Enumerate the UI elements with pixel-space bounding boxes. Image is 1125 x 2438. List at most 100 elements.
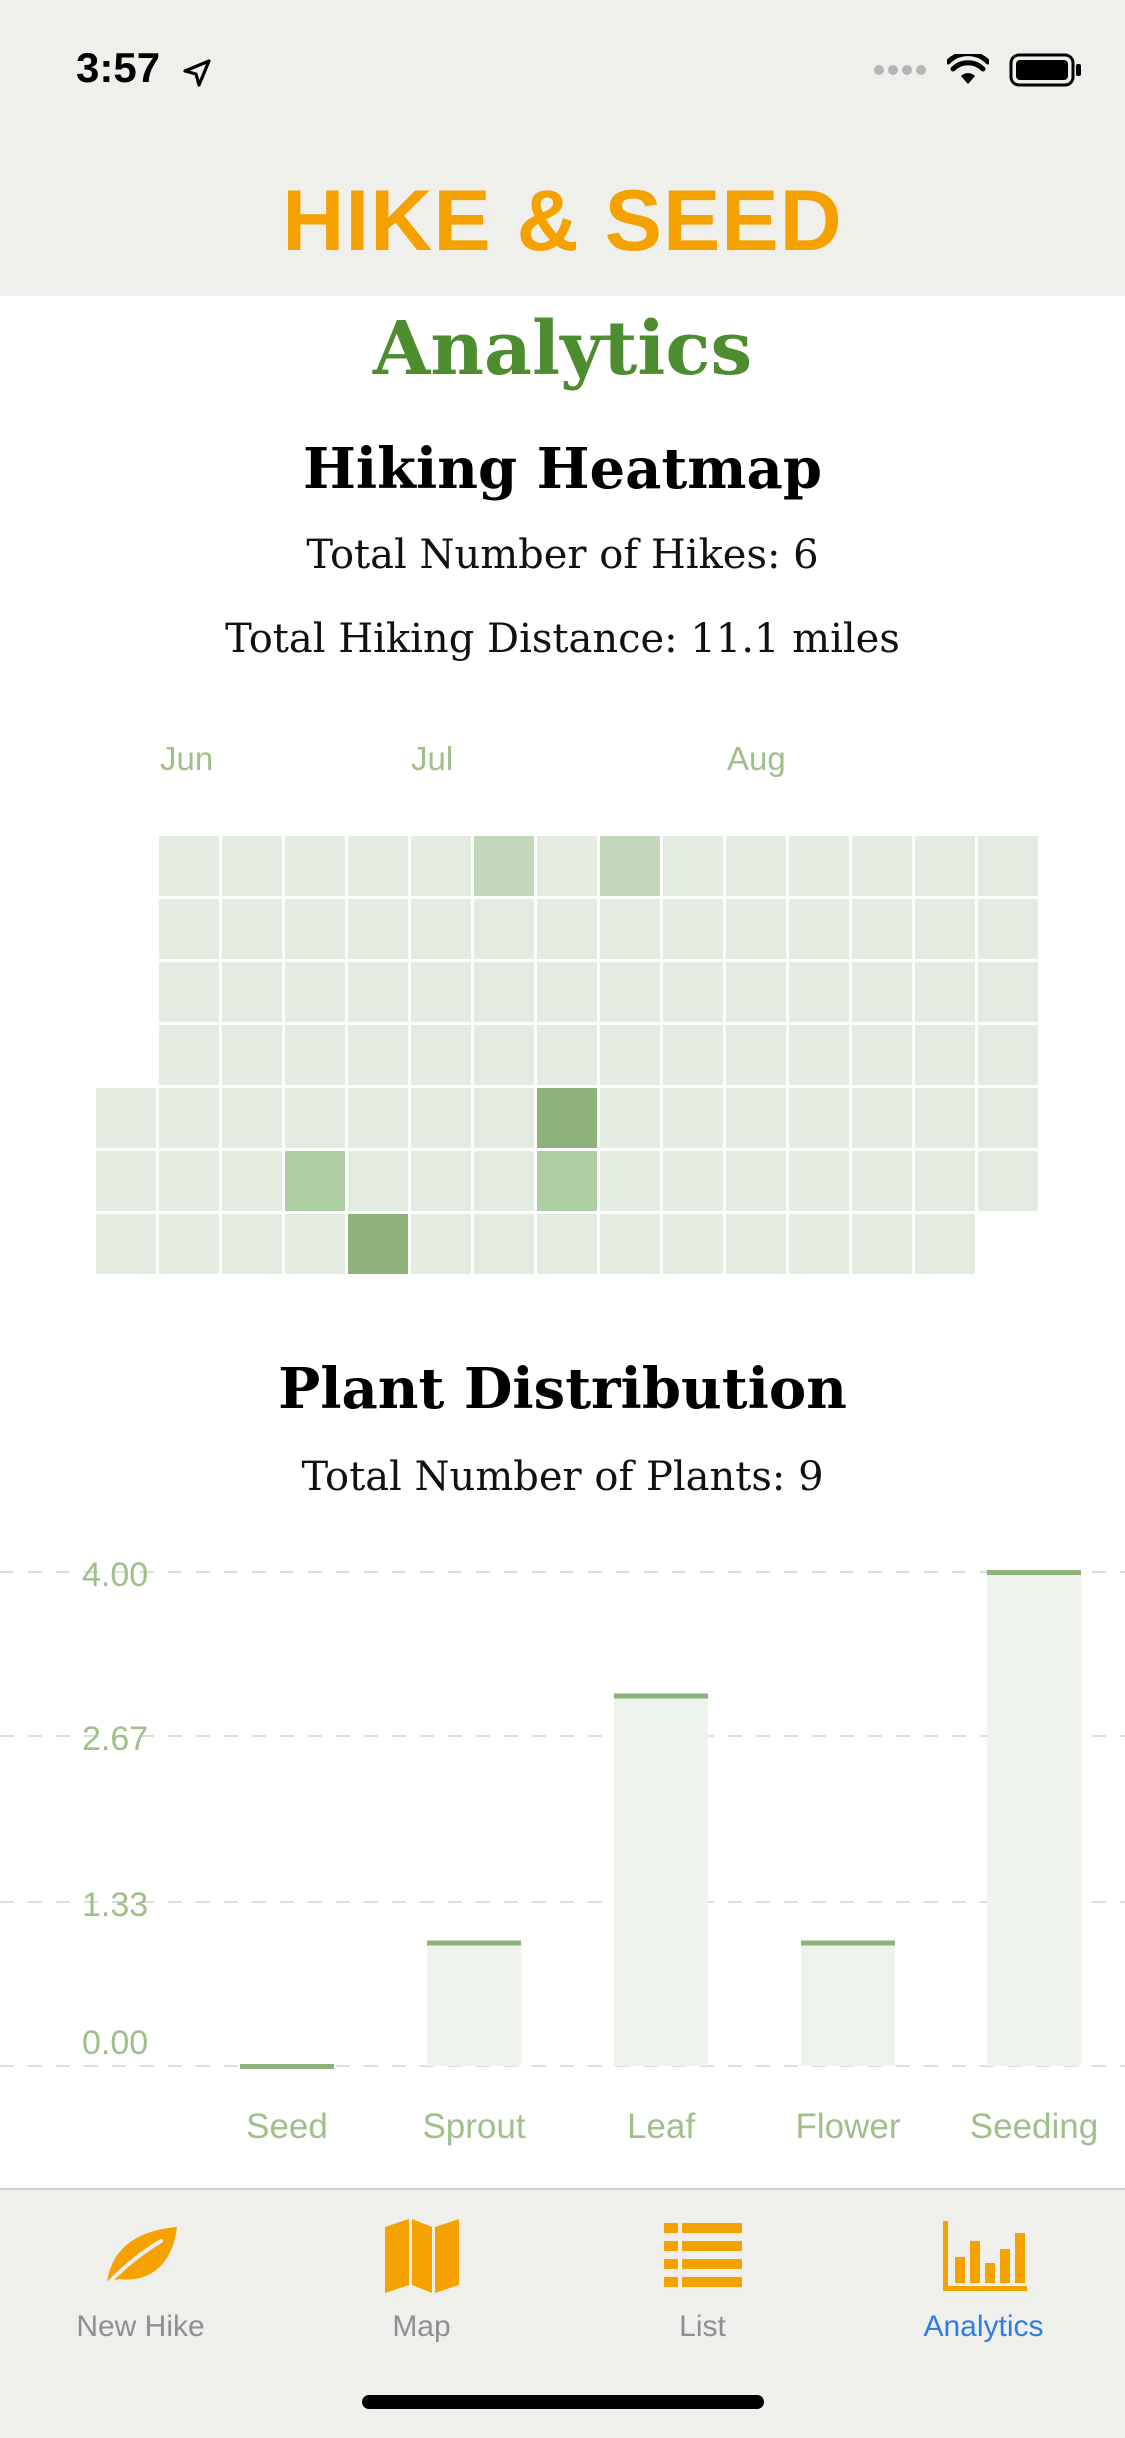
status-time: 3:57 — [76, 44, 161, 91]
heatmap-cell — [474, 962, 534, 1022]
heatmap-cell — [600, 962, 660, 1022]
heatmap-cell — [726, 1214, 786, 1274]
heatmap-cell — [348, 1151, 408, 1211]
heatmap-cell — [726, 1025, 786, 1085]
total-plants: Total Number of Plants: 9 — [301, 1454, 824, 1500]
heatmap-cell — [537, 1214, 597, 1274]
heatmap-cell — [600, 899, 660, 959]
heatmap-cell — [915, 1151, 975, 1211]
heatmap-cell — [978, 899, 1038, 959]
total-hikes: Total Number of Hikes: 6 — [306, 532, 819, 578]
status-indicators — [873, 48, 1083, 92]
heatmap-cell — [789, 1088, 849, 1148]
heatmap-cell — [789, 962, 849, 1022]
heatmap-cell — [663, 836, 723, 896]
heatmap-cell — [978, 1088, 1038, 1148]
bar-sprout — [427, 1942, 521, 2066]
heatmap-cell — [474, 1025, 534, 1085]
heatmap-cell — [852, 1025, 912, 1085]
heatmap-cell — [663, 1088, 723, 1148]
heatmap-cell — [726, 1151, 786, 1211]
month-label-jun: Jun — [160, 740, 214, 777]
heatmap-cell — [600, 1025, 660, 1085]
bar-cap-seeding — [987, 1570, 1081, 1575]
bar-flower — [801, 1942, 895, 2066]
bar-cap-leaf — [614, 1693, 708, 1699]
tab-analytics[interactable]: Analytics — [843, 2190, 1124, 2350]
x-tick-label: Flower — [795, 2107, 900, 2146]
x-tick-label: Sprout — [422, 2107, 525, 2146]
x-tick-label: Seeding — [970, 2107, 1098, 2146]
heatmap-cell — [663, 899, 723, 959]
heatmap-cell — [411, 1151, 471, 1211]
heatmap-cell — [411, 962, 471, 1022]
heatmap-cell — [852, 1088, 912, 1148]
heatmap-cell — [285, 1025, 345, 1085]
heatmap-cell — [600, 836, 660, 896]
heatmap-cell — [96, 1214, 156, 1274]
tab-label-map: Map — [392, 2310, 451, 2343]
heatmap-cell — [222, 899, 282, 959]
heatmap-title: Hiking Heatmap — [302, 436, 822, 502]
heatmap-cell — [159, 1214, 219, 1274]
heatmap-cell — [663, 1151, 723, 1211]
heatmap-cell — [474, 899, 534, 959]
heatmap-cell — [537, 962, 597, 1022]
tab-list[interactable]: List — [562, 2190, 843, 2350]
tab-new-hike[interactable]: New Hike — [0, 2190, 281, 2350]
heatmap-cell — [159, 962, 219, 1022]
heatmap-cell — [915, 1088, 975, 1148]
heatmap-cell — [852, 962, 912, 1022]
heatmap-cell — [915, 1214, 975, 1274]
heatmap-cell — [978, 836, 1038, 896]
heatmap-cell — [285, 962, 345, 1022]
heatmap-cell — [852, 899, 912, 959]
bar-chart-icon — [942, 2221, 1027, 2291]
heatmap-cell — [663, 962, 723, 1022]
heatmap-cell — [474, 1214, 534, 1274]
location-arrow-icon — [183, 59, 211, 87]
heatmap-cell — [96, 1088, 156, 1148]
heatmap-cell — [915, 836, 975, 896]
heatmap-cell — [411, 899, 471, 959]
heatmap-cell — [222, 1151, 282, 1211]
heatmap-cell — [789, 836, 849, 896]
plant-distribution-chart: 0.00 1.33 2.67 4.00 Seed Sprout Leaf Flower Seed… — [0, 1556, 1125, 2146]
month-label-aug: Aug — [727, 740, 786, 777]
heatmap-cell — [537, 836, 597, 896]
x-tick-label: Leaf — [627, 2107, 695, 2146]
heatmap-cell — [726, 962, 786, 1022]
y-tick-label: 4.00 — [82, 1556, 148, 1594]
top-bar: 3:57 HIKE & SEED — [0, 0, 1125, 296]
heatmap-cell — [789, 1214, 849, 1274]
list-icon — [663, 2223, 742, 2287]
leaf-icon — [102, 2227, 177, 2289]
heatmap-cell — [852, 1151, 912, 1211]
heatmap-cell — [978, 1151, 1038, 1211]
heatmap-cell — [159, 1151, 219, 1211]
heatmap-cell — [978, 962, 1038, 1022]
heatmap-cell — [222, 962, 282, 1022]
heatmap-cell — [411, 836, 471, 896]
heatmap-cell — [537, 1025, 597, 1085]
heatmap-cell — [348, 1088, 408, 1148]
heatmap-cell — [348, 962, 408, 1022]
heatmap-cell — [663, 1214, 723, 1274]
heatmap-cell — [285, 899, 345, 959]
plants-title: Plant Distribution — [278, 1356, 847, 1422]
bar-leaf — [614, 1695, 708, 2066]
heatmap-cell — [285, 1151, 345, 1211]
heatmap-cell — [222, 1025, 282, 1085]
heatmap-cell — [474, 1151, 534, 1211]
bar-cap-sprout — [427, 1940, 521, 1946]
tab-map[interactable]: Map — [281, 2190, 562, 2350]
heatmap-cell — [159, 836, 219, 896]
heatmap-cell — [474, 836, 534, 896]
tab-label-analytics: Analytics — [923, 2310, 1044, 2343]
heatmap-cell — [159, 1025, 219, 1085]
hiking-heatmap — [96, 836, 1038, 1274]
x-tick-label: Seed — [246, 2107, 328, 2146]
page-title: Analytics — [372, 306, 753, 392]
heatmap-cell — [537, 1088, 597, 1148]
y-tick-label: 2.67 — [82, 1720, 148, 1758]
